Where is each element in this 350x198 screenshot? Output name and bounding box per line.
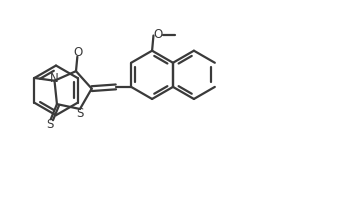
Text: S: S (76, 107, 84, 120)
Text: N: N (50, 72, 59, 85)
Text: O: O (154, 28, 163, 41)
Text: O: O (73, 46, 82, 59)
Text: S: S (46, 118, 54, 131)
